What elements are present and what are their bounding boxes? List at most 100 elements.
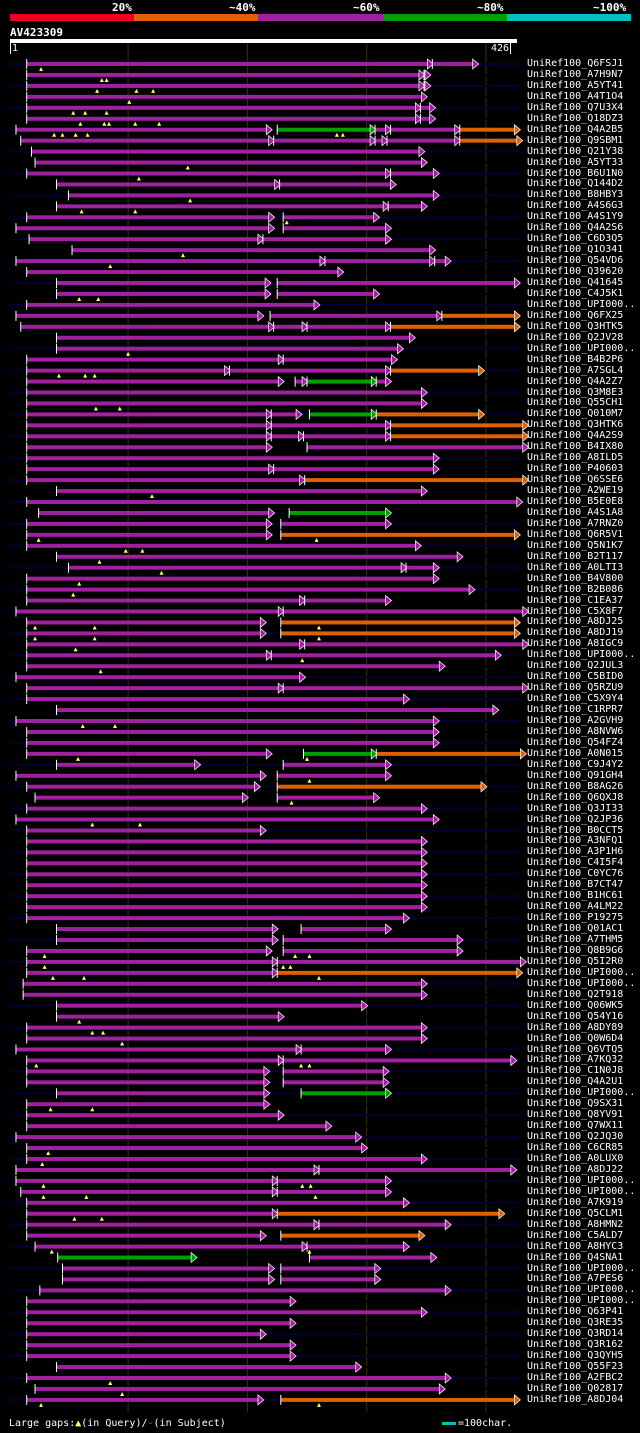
hsp-segment[interactable] (390, 171, 435, 176)
hsp-segment[interactable] (26, 1299, 292, 1304)
hsp-segment[interactable] (35, 1386, 441, 1391)
hsp-segment[interactable] (26, 390, 423, 395)
hit-label[interactable]: UniRef100_B8AG26 (527, 780, 624, 792)
hsp-segment[interactable] (283, 357, 393, 362)
hsp-segment[interactable] (277, 1211, 500, 1216)
hit-label[interactable]: UniRef100_A7K919 (527, 1196, 624, 1208)
hit-label[interactable]: UniRef100_B0CCT5 (527, 824, 624, 836)
hsp-segment[interactable] (56, 927, 274, 932)
hit-row[interactable] (10, 956, 527, 969)
hsp-segment[interactable] (26, 784, 256, 789)
hsp-segment[interactable] (26, 861, 423, 866)
hsp-segment[interactable] (318, 1222, 447, 1227)
hit-label[interactable]: UniRef100_Q7U3X4 (527, 101, 624, 113)
hit-row[interactable] (10, 1098, 520, 1112)
hsp-segment[interactable] (26, 883, 423, 888)
hsp-segment[interactable] (15, 313, 259, 318)
hsp-segment[interactable] (26, 215, 270, 220)
hit-row[interactable] (10, 1262, 520, 1275)
hit-label[interactable]: UniRef100_UPI000.. (527, 1284, 636, 1296)
hit-row[interactable] (10, 1383, 520, 1396)
hit-label[interactable]: UniRef100_Q1O341 (527, 244, 624, 256)
hit-label[interactable]: UniRef100_C5X8F7 (527, 605, 624, 617)
hit-row[interactable] (10, 463, 520, 475)
hsp-segment[interactable] (26, 587, 471, 592)
hit-label[interactable]: UniRef100_Q4SNA1 (527, 1251, 624, 1263)
hsp-segment[interactable] (283, 609, 524, 614)
hit-label[interactable]: UniRef100_UPI000.. (527, 1295, 636, 1307)
hsp-segment[interactable] (283, 215, 375, 220)
hit-row[interactable] (10, 572, 520, 586)
hsp-segment[interactable] (301, 1091, 387, 1096)
hsp-segment[interactable] (229, 368, 387, 373)
hit-label[interactable]: UniRef100_A8DJ25 (527, 616, 624, 628)
hsp-segment[interactable] (56, 554, 459, 559)
hit-label[interactable]: UniRef100_B7CT47 (527, 879, 624, 891)
hit-label[interactable]: UniRef100_A8DJ04 (527, 1393, 624, 1405)
hsp-segment[interactable] (26, 1146, 363, 1151)
hsp-segment[interactable] (26, 850, 423, 855)
hit-row[interactable] (10, 1208, 520, 1221)
hsp-segment[interactable] (262, 237, 387, 242)
hit-label[interactable]: UniRef100_B8HBY3 (527, 189, 624, 201)
hsp-segment[interactable] (277, 970, 518, 975)
hit-row[interactable] (10, 189, 520, 203)
hsp-segment[interactable] (273, 467, 435, 472)
hsp-segment[interactable] (26, 1069, 265, 1074)
hit-row[interactable] (10, 1372, 520, 1385)
hsp-segment[interactable] (26, 806, 423, 811)
hsp-segment[interactable] (26, 1058, 280, 1063)
hit-row[interactable] (10, 813, 520, 827)
hsp-segment[interactable] (31, 149, 420, 154)
hsp-segment[interactable] (283, 226, 387, 231)
hit-label[interactable]: UniRef100_Q4A2Z7 (527, 375, 624, 387)
hsp-segment[interactable] (26, 72, 420, 77)
hsp-segment[interactable] (26, 357, 280, 362)
hit-label[interactable]: UniRef100_Q3HTK6 (527, 419, 624, 431)
hit-label[interactable]: UniRef100_A4S1Y9 (527, 211, 624, 223)
hsp-segment[interactable] (271, 434, 300, 439)
hit-label[interactable]: UniRef100_C4J5K1 (527, 287, 624, 299)
hsp-segment[interactable] (26, 1354, 292, 1359)
hsp-segment[interactable] (375, 127, 387, 132)
hit-row[interactable] (10, 496, 524, 508)
hit-row[interactable] (10, 846, 520, 859)
hit-label[interactable]: UniRef100_A3P1H6 (527, 846, 624, 858)
hit-row[interactable] (10, 1131, 520, 1143)
hit-label[interactable]: UniRef100_A4S6G3 (527, 200, 624, 212)
hsp-segment[interactable] (304, 478, 524, 483)
hsp-segment[interactable] (304, 598, 387, 603)
hit-row[interactable] (10, 879, 520, 891)
hit-row[interactable] (10, 299, 520, 311)
hsp-segment[interactable] (26, 576, 435, 581)
hsp-segment[interactable] (26, 729, 435, 734)
hit-label[interactable]: UniRef100_Q4A2B5 (527, 123, 624, 135)
hit-label[interactable]: UniRef100_A0N015 (527, 747, 624, 759)
hit-row[interactable] (10, 671, 520, 683)
hit-row[interactable] (10, 616, 521, 630)
hsp-segment[interactable] (26, 532, 268, 537)
hsp-segment[interactable] (279, 182, 392, 187)
hit-label[interactable]: UniRef100_A7H9N7 (527, 68, 624, 80)
hit-row[interactable] (10, 364, 520, 378)
hit-label[interactable]: UniRef100_Q3HTK5 (527, 320, 624, 332)
hit-row[interactable] (10, 321, 521, 333)
hsp-segment[interactable] (26, 434, 268, 439)
hit-row[interactable] (10, 58, 520, 71)
hit-row[interactable] (10, 156, 520, 170)
hit-row[interactable] (10, 1087, 520, 1100)
hsp-segment[interactable] (280, 620, 516, 625)
hit-label[interactable]: UniRef100_A8IGC9 (527, 638, 624, 650)
hsp-segment[interactable] (283, 1058, 512, 1063)
hsp-segment[interactable] (15, 817, 435, 822)
hit-row[interactable] (10, 912, 520, 924)
hit-row[interactable] (10, 69, 520, 82)
hsp-segment[interactable] (15, 719, 435, 723)
hsp-segment[interactable] (29, 237, 259, 242)
hsp-segment[interactable] (277, 959, 522, 964)
hit-row[interactable] (10, 704, 520, 716)
hit-row[interactable] (10, 551, 520, 564)
hit-label[interactable]: UniRef100_A8HYC3 (527, 1240, 624, 1252)
hsp-segment[interactable] (68, 193, 435, 198)
hsp-segment[interactable] (390, 127, 456, 132)
